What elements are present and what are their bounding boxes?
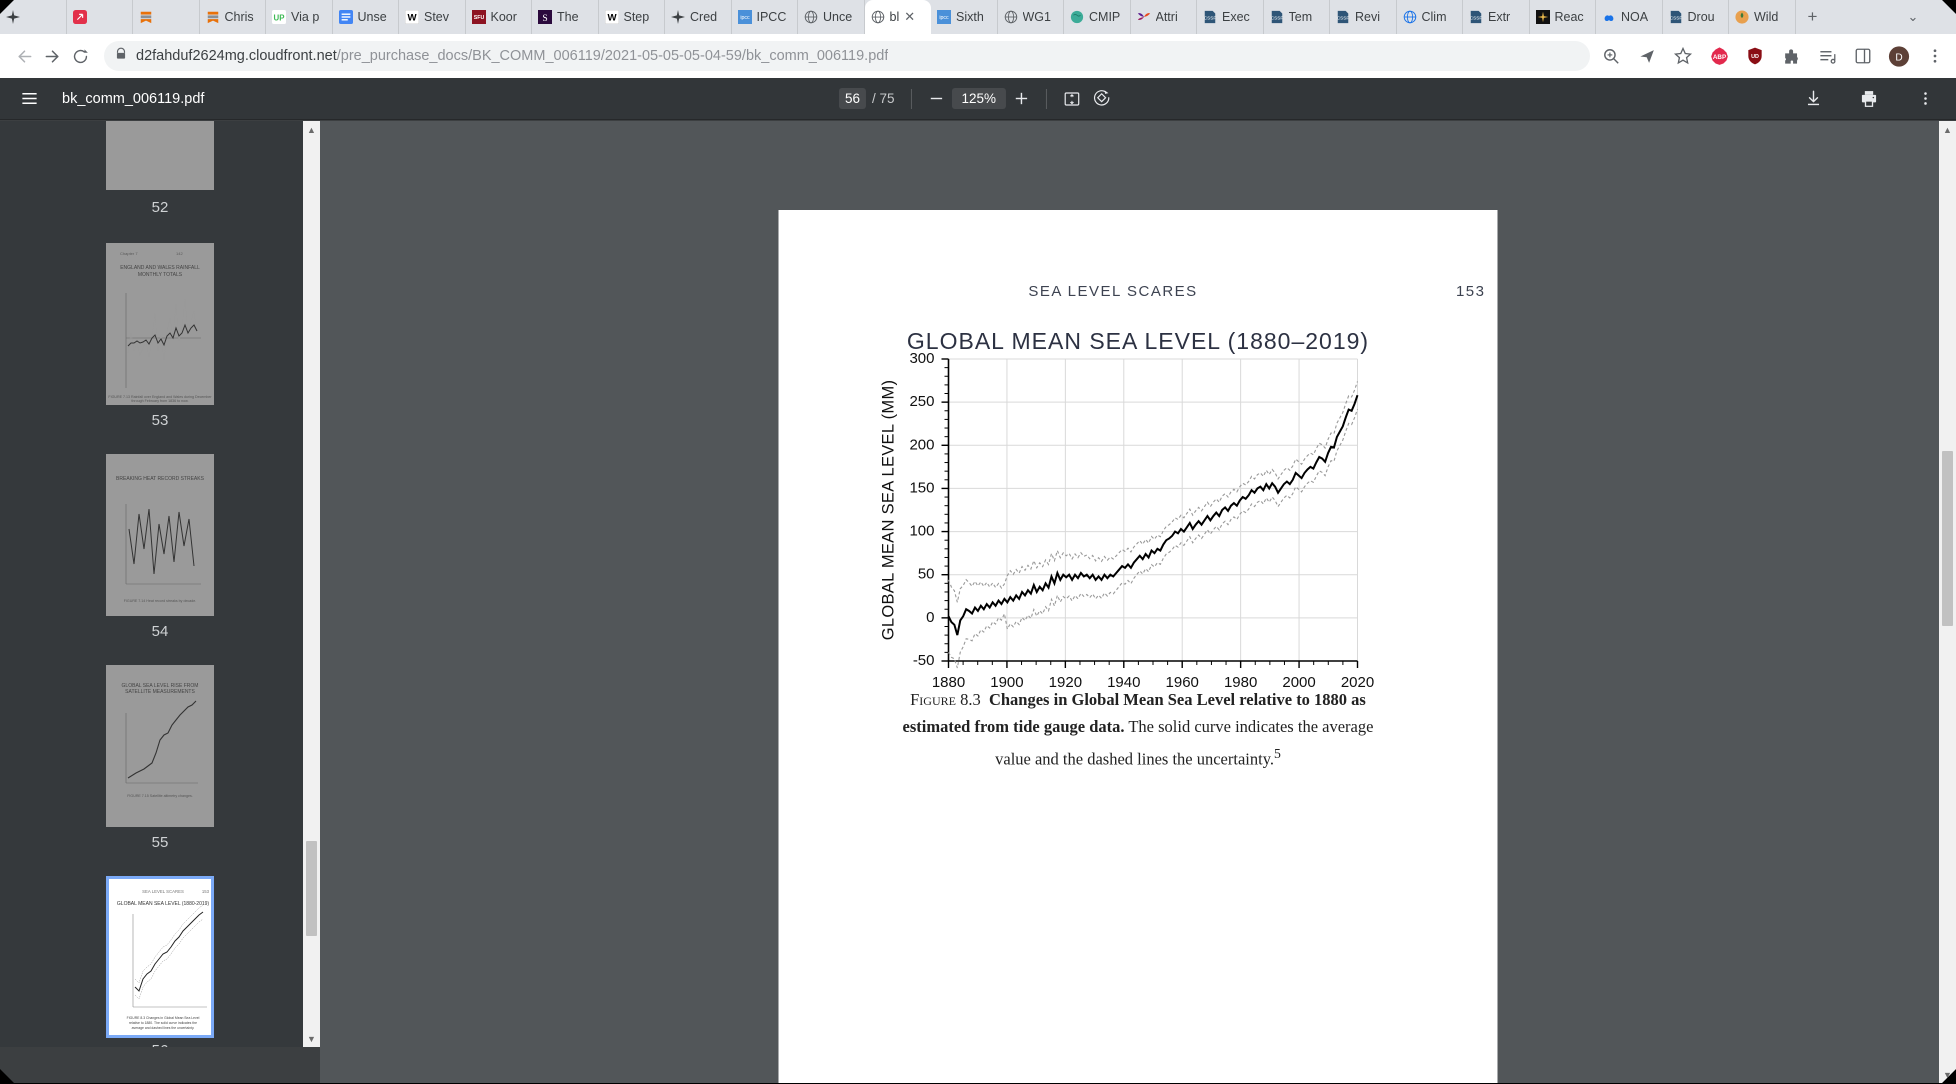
svg-text:0: 0 [926, 609, 934, 626]
svg-text:ABP: ABP [1712, 54, 1725, 61]
svg-text:100: 100 [909, 523, 934, 540]
svg-text:CSSF: CSSF [1669, 16, 1682, 21]
svg-text:UP: UP [274, 14, 285, 23]
svg-text:50: 50 [918, 566, 935, 583]
svg-text:UD: UD [1751, 54, 1759, 60]
svg-text:CSSF: CSSF [1337, 16, 1350, 21]
svg-text:FIGURE 7.14 Heat record streak: FIGURE 7.14 Heat record streaks by decad… [124, 599, 197, 603]
svg-text:ipcc: ipcc [740, 15, 750, 21]
svg-text:through February from 1836 to: through February from 1836 to now. [131, 399, 188, 403]
svg-text:250: 250 [909, 393, 934, 410]
svg-text:Chapter 7: Chapter 7 [120, 251, 138, 256]
svg-text:FIGURE 8.3 Changes in Global M: FIGURE 8.3 Changes in Global Mean Sea Le… [127, 1016, 200, 1020]
svg-text:-50: -50 [913, 652, 935, 669]
svg-text:200: 200 [909, 436, 934, 453]
svg-text:150: 150 [909, 479, 934, 496]
svg-text:142: 142 [176, 251, 183, 256]
svg-text:CSSF: CSSF [1470, 16, 1483, 21]
svg-text:ENGLAND AND WALES RAINFALL: ENGLAND AND WALES RAINFALL [120, 265, 200, 271]
svg-text:average and dashed lines the u: average and dashed lines the uncertainty… [132, 1026, 195, 1030]
svg-text:W: W [607, 13, 617, 24]
svg-text:300: 300 [909, 350, 934, 367]
svg-text:CSSF: CSSF [1204, 16, 1217, 21]
svg-text:FIGURE 7.15 Satellite altimetr: FIGURE 7.15 Satellite altimetry changes. [127, 794, 193, 798]
svg-text:S: S [542, 13, 547, 24]
svg-text:SFU: SFU [473, 15, 484, 21]
svg-text:D: D [1895, 52, 1902, 63]
svg-text:GLOBAL MEAN SEA LEVEL (1880-20: GLOBAL MEAN SEA LEVEL (1880-2019) [117, 901, 210, 907]
svg-text:W: W [407, 13, 417, 24]
svg-text:SEA LEVEL SCARES: SEA LEVEL SCARES [142, 889, 184, 894]
svg-text:153: 153 [202, 889, 210, 894]
svg-text:BREAKING HEAT RECORD STREAKS: BREAKING HEAT RECORD STREAKS [116, 476, 205, 482]
svg-text:CSSF: CSSF [1270, 16, 1283, 21]
svg-text:SATELLITE MEASUREMENTS: SATELLITE MEASUREMENTS [125, 689, 195, 695]
svg-text:relative to 1880. The solid cu: relative to 1880. The solid curve indica… [129, 1021, 197, 1025]
svg-text:ipcc: ipcc [939, 15, 949, 21]
svg-text:GLOBAL MEAN SEA LEVEL (MM): GLOBAL MEAN SEA LEVEL (MM) [880, 380, 898, 641]
svg-text:MONTHLY TOTALS: MONTHLY TOTALS [138, 272, 183, 278]
